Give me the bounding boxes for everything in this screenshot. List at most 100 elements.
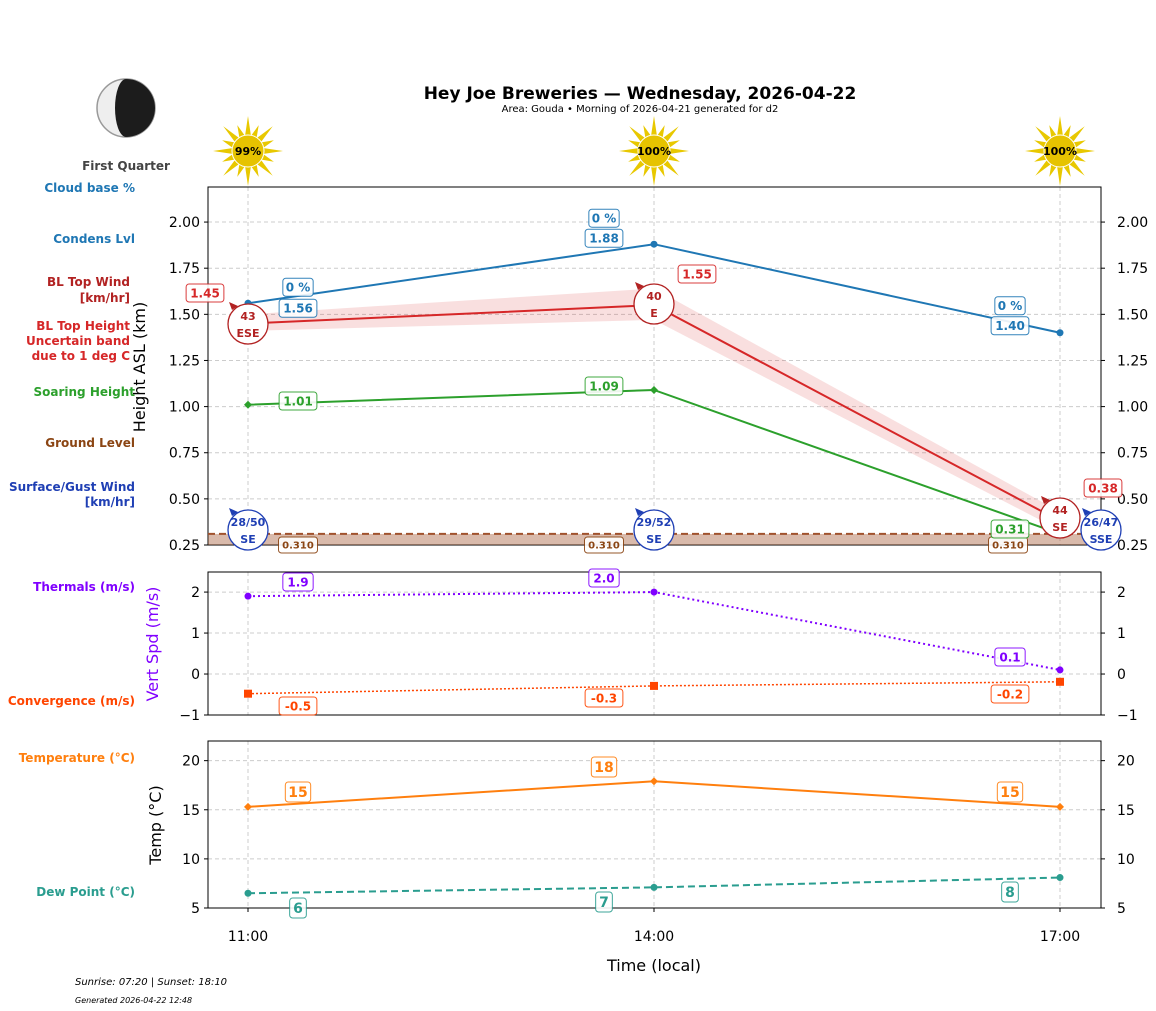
y-tick-label-right: 1.75 (1117, 261, 1148, 277)
convergence-value: -0.2 (997, 687, 1023, 701)
y-tick-label-right: 0.50 (1117, 492, 1148, 508)
convergence-value-box (278, 696, 318, 716)
dew-point-value-box (595, 891, 613, 913)
y-tick-label: 0.25 (169, 538, 200, 554)
y-tick-label: 1.00 (169, 400, 200, 416)
convergence-marker (1056, 677, 1064, 686)
convergence-label: Convergence (m/s) (8, 694, 135, 708)
dew-point-value-box (289, 897, 307, 919)
dew-point-marker (650, 883, 658, 891)
bl-top-value: 0.38 (1088, 481, 1118, 495)
y-tick-label-right: −1 (1117, 708, 1138, 724)
bl-wind-circle (227, 303, 269, 345)
sun-icon-disc (231, 134, 265, 168)
temperature-label: Temperature (°C) (19, 751, 135, 765)
condens-value: 1.88 (589, 232, 619, 246)
wind-arrow-icon (1041, 496, 1050, 504)
sun-percent: 99% (235, 145, 261, 158)
ground-level-label: 0.310 (992, 541, 1024, 552)
thermals-value: 1.9 (287, 575, 308, 589)
soaring-value: 0.31 (995, 522, 1025, 536)
convergence-marker (650, 681, 658, 690)
temperature-value-box (284, 781, 312, 803)
y-tick-label-right: 1.25 (1117, 353, 1148, 369)
bl-wind-direction: ESE (237, 327, 260, 340)
y-tick-label: 2.00 (169, 215, 200, 231)
convergence-marker (244, 689, 252, 698)
wind-arrow-icon (635, 282, 644, 290)
y-tick-label: 10 (182, 852, 200, 868)
bl-top-value-box (1083, 478, 1123, 498)
bl-height-label: BL Top Height (36, 319, 130, 333)
temperature-value: 18 (594, 760, 613, 776)
thermals-value: 2.0 (593, 571, 614, 585)
x-tick-label: 14:00 (634, 929, 674, 945)
condens-value: 1.56 (283, 302, 313, 316)
bl-wind-speed: 43 (240, 310, 255, 323)
y-tick-label-right: 1.00 (1117, 400, 1148, 416)
soaring-value-box (584, 376, 624, 396)
bl-uncertainty-band (248, 288, 1060, 531)
condens-value-box (990, 316, 1030, 336)
bl-wind-speed: 44 (1052, 504, 1068, 517)
cloud-base-value: 0 % (998, 299, 1023, 313)
surface-wind-circle (1080, 509, 1122, 551)
bl-wind-direction: E (650, 307, 658, 320)
x-tick-label: 11:00 (228, 929, 268, 945)
soaring-value: 1.09 (589, 379, 619, 393)
sun-icon (619, 116, 689, 186)
ground-label: Ground Level (45, 436, 135, 450)
surface-wind-direction: SE (646, 533, 661, 546)
y-tick-label: 1 (191, 626, 200, 642)
wind-arrow-icon (1082, 508, 1091, 516)
bl-top-value-box (677, 264, 717, 284)
dew-point-value: 6 (293, 901, 303, 917)
y-tick-label-right: 1.50 (1117, 307, 1148, 323)
height-axis-label: Height ASL (km) (130, 302, 149, 432)
y-tick-label-right: 0.75 (1117, 446, 1148, 462)
bl-wind-circle (633, 283, 675, 325)
y-tick-label: 5 (191, 901, 200, 917)
surface-wind-unit: [km/hr] (85, 495, 135, 509)
temperature-marker (244, 802, 252, 811)
x-tick-label: 17:00 (1040, 929, 1080, 945)
bl-wind-direction: SE (1052, 521, 1067, 534)
surface-wind-speed: 26/47 (1084, 516, 1119, 529)
temperature-value: 15 (288, 785, 307, 801)
bl-top-value: 1.45 (190, 286, 220, 300)
convergence-value: -0.5 (285, 699, 311, 713)
convergence-value-box (584, 688, 624, 708)
wind-arrow-icon (229, 302, 238, 310)
soaring-label: Soaring Height (34, 385, 136, 399)
bl-top-value-box (185, 283, 225, 303)
side-labels: Cloud base % Condens Lvl BL Top Wind [km… (8, 181, 135, 899)
y-tick-label-right: 5 (1117, 901, 1126, 917)
dew-point-line (247, 876, 1061, 895)
dew-label: Dew Point (°C) (36, 885, 135, 899)
thermals-value: 0.1 (999, 650, 1020, 664)
bl-band-label: Uncertain band (26, 334, 130, 348)
y-tick-label: 1.75 (169, 261, 200, 277)
y-tick-label: 0.50 (169, 492, 200, 508)
soaring-marker (244, 400, 252, 409)
soaring-value-box (278, 391, 318, 411)
surface-wind-speed: 29/52 (637, 516, 672, 529)
sun-percent: 100% (1043, 145, 1077, 158)
y-tick-label: 15 (182, 803, 200, 819)
wind-arrow-icon (635, 508, 644, 516)
chart-title: Hey Joe Breweries — Wednesday, 2026-04-2… (424, 84, 857, 104)
y-tick-label-right: 1 (1117, 626, 1126, 642)
sun-icon-disc (637, 134, 671, 168)
wind-arrow-icon (229, 508, 238, 516)
moon-phase-label: First Quarter (82, 159, 170, 173)
y-tick-label-right: 15 (1117, 803, 1135, 819)
bl-wind-unit: [km/hr] (80, 291, 130, 305)
temperature-value-box (996, 781, 1024, 803)
y-tick-label-right: 10 (1117, 852, 1135, 868)
surface-wind-speed: 28/50 (231, 516, 266, 529)
cloud-base-value: 0 % (286, 281, 311, 295)
sun-times: Sunrise: 07:20 | Sunset: 18:10 (75, 977, 227, 988)
surface-wind-circle (633, 509, 675, 551)
generated-time: Generated 2026-04-22 12:48 (75, 996, 192, 1005)
